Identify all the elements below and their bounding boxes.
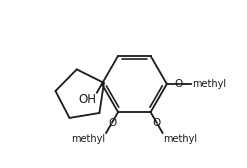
Text: methyl: methyl [192, 79, 226, 89]
Text: O: O [152, 118, 161, 128]
Text: O: O [108, 118, 116, 128]
Text: O: O [175, 79, 183, 89]
Text: OH: OH [78, 93, 96, 106]
Text: methyl: methyl [71, 134, 105, 144]
Text: methyl: methyl [163, 134, 197, 144]
